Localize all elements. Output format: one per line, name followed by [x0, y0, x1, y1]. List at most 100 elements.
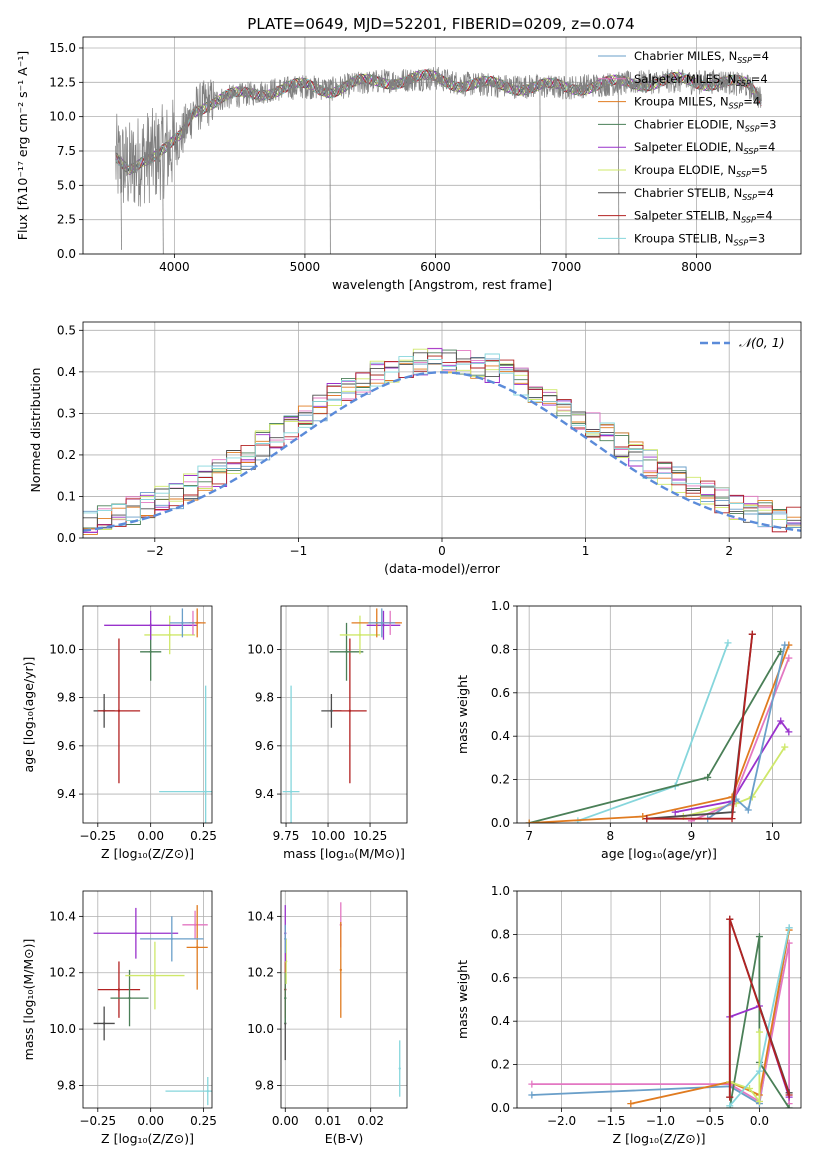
data-point [206, 1089, 209, 1093]
plot-area [282, 608, 402, 823]
x-tick-label: 10.25 [353, 829, 387, 843]
y-tick-label: 0.1 [57, 489, 76, 503]
axes-frame [516, 890, 802, 1109]
x-tick-label: 10 [765, 829, 780, 843]
y-tick-label: 9.6 [255, 739, 274, 753]
y-tick-label: 10.0 [49, 110, 76, 124]
y-tick-label: 0.8 [491, 642, 510, 656]
mass-weight-marker [744, 806, 752, 814]
y-tick-label: 0.4 [57, 365, 76, 379]
y-tick-label: 0.6 [491, 971, 510, 985]
mass-weight-marker [781, 743, 789, 751]
data-point [117, 988, 121, 991]
mass-weight-marker [755, 1067, 763, 1075]
figure-title: PLATE=0649, MJD=52201, FIBERID=0209, z=0… [247, 15, 634, 33]
plot-area [528, 915, 793, 1108]
y-tick-label: 10.2 [49, 966, 76, 980]
data-point [204, 790, 207, 793]
y-tick-label: 1.0 [491, 884, 510, 898]
y-tick-label: 12.5 [49, 75, 76, 89]
mass-weight-marker [639, 812, 647, 820]
mass-weight-marker [728, 815, 736, 823]
legend-label: 𝒩(0, 1) [739, 335, 785, 350]
panel-residuals: −2 −1 0 1 2 0.0 0.1 0.2 0.3 0.4 0.5 (data-model)/er… [28, 321, 802, 576]
spectrum-spike [120, 163, 122, 250]
data-point [128, 996, 131, 1000]
data-point [330, 709, 333, 713]
x-tick-label: 0.25 [190, 1114, 217, 1128]
y-tick-label: 10.4 [247, 909, 274, 923]
mass-weight-marker [755, 933, 763, 941]
plot-area [83, 347, 801, 535]
y-tick-label: 10.0 [247, 1022, 274, 1036]
mass-weight-marker [781, 641, 789, 649]
y-tick-label: 10.0 [49, 642, 76, 656]
legend-label: Salpeter STELIB, NSSP=4 [634, 209, 773, 225]
y-tick-label: 15.0 [49, 41, 76, 55]
panel-age_vs_Z: −0.25 0.00 0.25 9.4 9.6 9.8 10.0 Z [log₁₀(Z/Z⊙)… [21, 605, 217, 861]
legend-label: Chabrier STELIB, NSSP=4 [634, 186, 774, 202]
x-tick-label: 0 [438, 544, 446, 558]
x-tick-label: 2 [725, 544, 733, 558]
data-point [170, 937, 174, 941]
plot-area [284, 902, 401, 1097]
x-tick-label: 0.00 [272, 1114, 299, 1128]
data-point [284, 937, 287, 941]
y-axis-label: Flux [fλ10⁻¹⁷ erg cm⁻² s⁻¹ A⁻¹] [15, 51, 30, 240]
mass-weight-marker [755, 1028, 763, 1036]
mass-weight-marker [785, 1091, 793, 1099]
plot-area [525, 630, 793, 823]
panel-mass_vs_Z: −0.25 0.00 0.25 9.8 10.0 10.2 10.4 Z [log₁₀(Z/Z… [21, 890, 217, 1146]
x-tick-label: 10.00 [311, 829, 345, 843]
y-tick-label: 0.2 [57, 448, 76, 462]
data-point [193, 923, 197, 927]
y-tick-label: 9.8 [57, 1078, 76, 1092]
data-point [382, 624, 385, 627]
mass-weight-line [528, 651, 782, 823]
data-point [117, 709, 121, 713]
mass-weight-line [675, 719, 790, 813]
y-tick-label: 9.8 [57, 691, 76, 705]
x-tick-label: 9.75 [273, 829, 300, 843]
mass-weight-line [729, 1032, 761, 1105]
x-tick-label: 9 [688, 829, 696, 843]
mass-weight-marker [748, 630, 756, 638]
y-tick-label: 0.3 [57, 406, 76, 420]
mass-weight-marker [785, 728, 793, 736]
y-axis-label: Normed distribution [28, 368, 43, 493]
data-point [149, 650, 152, 654]
panel-mass_vs_EBV: 0.00 0.01 0.02 9.8 10.0 10.2 10.4 E(B-V) [247, 890, 408, 1146]
x-tick-label: 7 [525, 829, 533, 843]
mass-weight-line [529, 644, 790, 823]
mass-weight-marker [755, 1097, 763, 1105]
x-tick-label: 0.00 [137, 829, 164, 843]
x-tick-label: 0.25 [190, 829, 217, 843]
y-axis-label: mass [log₁₀(M/M⊙)] [21, 939, 36, 1061]
legend-label: Salpeter MILES, NSSP=4 [634, 72, 768, 88]
y-tick-label: 0.4 [491, 1014, 510, 1028]
mass-weight-marker [528, 1080, 536, 1088]
y-tick-label: 1.0 [491, 599, 510, 613]
mass-weight-marker [627, 1100, 635, 1108]
data-point [195, 621, 199, 625]
x-tick-label: −0.25 [79, 829, 116, 843]
mass-weight-marker [777, 717, 785, 725]
axes-frame [82, 36, 802, 255]
mass-weight-marker [643, 815, 651, 823]
y-tick-label: 9.4 [255, 787, 274, 801]
x-tick-label: 1 [582, 544, 590, 558]
data-point [181, 621, 184, 625]
y-tick-label: 0.6 [491, 686, 510, 700]
legend-label: Kroupa MILES, NSSP=4 [634, 95, 760, 111]
y-tick-label: 0.0 [57, 531, 76, 545]
x-tick-label: 7000 [551, 260, 582, 274]
mass-weight-marker [785, 924, 793, 932]
x-tick-label: 0.0 [750, 1114, 769, 1128]
legend-label: Chabrier MILES, NSSP=4 [634, 49, 769, 65]
x-tick-label: −2.0 [547, 1114, 576, 1128]
x-tick-label: 4000 [159, 260, 190, 274]
y-tick-label: 0.8 [491, 927, 510, 941]
y-tick-label: 10.4 [49, 909, 76, 923]
x-tick-label: 0.00 [137, 1114, 164, 1128]
